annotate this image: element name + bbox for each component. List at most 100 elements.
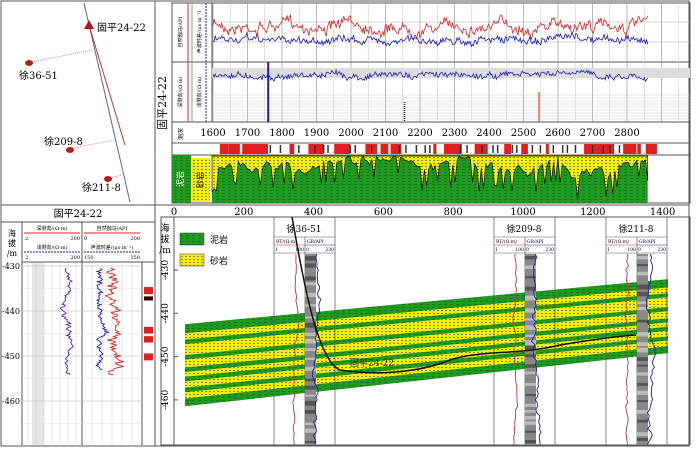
distance-tick-label: 1400 — [650, 207, 675, 218]
gr-fill-band — [525, 439, 536, 444]
gr-fill-band — [305, 316, 316, 319]
depth-tick-label: 1700 — [235, 128, 260, 139]
elevation-label: 拔 — [8, 238, 16, 248]
distance-axis: 0 200 400 600 800 1000 1200 1400 — [171, 207, 676, 218]
thin-interval — [466, 145, 468, 153]
track-label: 浅侧向/(Ω·m) — [196, 76, 203, 107]
scale-max: 100 — [515, 247, 524, 253]
scale-min: 1 — [275, 247, 278, 253]
thin-interval — [314, 145, 316, 153]
oil-interval — [289, 144, 295, 154]
scale-min: 1 — [607, 247, 610, 253]
horizontal-well-log: 固平24-22 自然伽马/API 声波时差/(μs·m⁻¹) 深侧向/(Ω·m) 浅侧… — [156, 2, 691, 204]
gr-fill-band — [637, 364, 648, 367]
sandstone-fill — [211, 155, 649, 199]
oil-interval — [584, 144, 597, 154]
gr-fill-band — [637, 319, 648, 323]
gr-fill-band — [525, 286, 536, 291]
gr-fill-band — [525, 265, 536, 269]
thin-interval — [269, 145, 272, 153]
section-line — [83, 2, 131, 203]
thin-interval — [481, 145, 483, 153]
depth-header: 测深 — [177, 128, 185, 140]
legend-sandstone-swatch — [179, 253, 205, 267]
scale-min: 0 — [84, 236, 87, 242]
well-column — [493, 216, 556, 446]
elevation-label: 拔 — [160, 233, 169, 245]
gr-fill-band — [525, 383, 536, 386]
gr-fill-band — [637, 400, 648, 403]
map-well-label: 徐211-8 — [82, 181, 121, 194]
thin-interval — [492, 145, 494, 153]
depth-tick-label: 2700 — [580, 128, 605, 139]
depth-tick-label: 2100 — [373, 128, 398, 139]
thin-interval — [405, 145, 407, 153]
thin-interval — [561, 145, 564, 153]
distance-tick-label: 400 — [304, 207, 323, 218]
rt-curve — [624, 253, 630, 446]
legend-sandstone-label: 砂岩 — [210, 255, 228, 267]
gr-fill-band — [525, 256, 536, 260]
thin-interval — [298, 145, 300, 153]
depth-tick-label: 2300 — [442, 128, 467, 139]
oil-interval — [504, 144, 512, 154]
gr-fill-band — [637, 437, 648, 442]
scale-min: 2 — [25, 255, 28, 261]
gr-fill-band — [637, 306, 648, 311]
gr-fill-band — [305, 322, 316, 328]
thin-interval — [370, 145, 373, 153]
thin-interval — [459, 145, 462, 153]
gr-fill-band — [525, 371, 536, 375]
left-log-title: 固平24-22 — [54, 208, 103, 220]
thin-interval — [279, 145, 282, 153]
map-well-label: 固平24-22 — [97, 22, 146, 34]
outer-frame — [0, 0, 690, 447]
gr-fill-band — [637, 383, 648, 386]
well-icon — [104, 176, 112, 182]
track-label: GR/API — [639, 239, 656, 245]
well-label-vertical: 固平24-22 — [156, 76, 169, 130]
depth-tick-label: 2800 — [614, 128, 639, 139]
well-name: 徐209-8 — [507, 223, 542, 235]
map-well-label: 徐209-8 — [44, 135, 83, 148]
distance-tick-label: 600 — [374, 207, 393, 218]
oil-interval — [260, 144, 264, 154]
distance-tick-label: 1000 — [510, 207, 535, 218]
gr-fill-band — [305, 263, 316, 268]
ac-curve — [95, 267, 110, 371]
thin-interval — [552, 145, 555, 153]
thin-interval — [327, 145, 329, 153]
elevation-label: /m — [7, 249, 18, 258]
legend-sandstone-label: 砂岩 — [195, 172, 205, 188]
well-icon — [25, 60, 33, 66]
oil-interval — [645, 144, 657, 154]
resistivity-curve — [60, 267, 74, 376]
gr-fill-band — [525, 334, 536, 338]
thin-interval — [591, 145, 594, 153]
gr-fill-band — [525, 318, 536, 321]
gr-fill-band — [305, 440, 316, 443]
oil-interval — [443, 144, 459, 154]
track-label: 自然伽马/API — [97, 225, 128, 232]
gr-fill-band — [305, 348, 316, 352]
depth-tick-label: 2200 — [407, 128, 432, 139]
well-name: 徐36-51 — [287, 223, 322, 235]
gr-fill-band — [305, 292, 316, 298]
gr-fill-band — [305, 332, 316, 336]
oil-interval — [385, 144, 389, 154]
horizontal-well-trajectory — [291, 216, 637, 374]
oil-interval — [144, 296, 153, 301]
oil-interval — [235, 144, 240, 154]
oil-interval — [144, 336, 153, 343]
oil-interval — [345, 144, 351, 154]
oil-interval — [521, 144, 528, 154]
oil-interval — [144, 287, 153, 295]
track-label: 声波时差/(μs·m⁻¹) — [91, 244, 133, 251]
gr-fill-band — [637, 357, 648, 362]
gr-fill-band — [525, 430, 536, 433]
thin-interval — [609, 145, 611, 153]
legend-mudstone-label: 泥岩 — [210, 234, 228, 246]
elevation-label: 海 — [8, 228, 16, 238]
gr-fill-band — [305, 378, 316, 382]
distance-tick-label: 200 — [234, 207, 253, 218]
